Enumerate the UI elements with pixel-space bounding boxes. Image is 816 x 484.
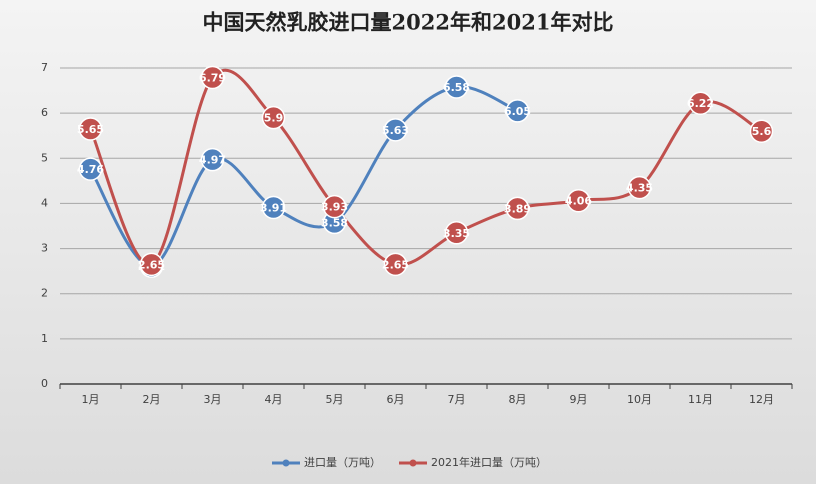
data-label: 5.6 — [752, 125, 772, 138]
data-point — [444, 221, 469, 245]
data-label: 2.65 — [382, 258, 409, 271]
data-point — [505, 196, 530, 221]
x-tick-label: 3月 — [204, 393, 222, 406]
data-label: 5.9 — [264, 112, 284, 125]
data-point — [688, 91, 713, 115]
y-tick-label: 1 — [41, 332, 48, 345]
data-point — [139, 252, 164, 277]
data-label: 5.63 — [382, 124, 409, 137]
data-label: 6.79 — [199, 71, 226, 84]
data-label: 3.89 — [504, 202, 531, 215]
data-label: 5.65 — [77, 123, 104, 136]
x-tick-label: 9月 — [570, 393, 588, 406]
chart-title: 中国天然乳胶进口量2022年和2021年对比 — [203, 10, 614, 35]
y-tick-label: 3 — [41, 242, 48, 255]
x-tick-label: 11月 — [688, 393, 713, 406]
data-label: 4.76 — [77, 163, 104, 176]
data-point — [261, 195, 286, 220]
x-tick-label: 5月 — [326, 393, 344, 406]
y-tick-label: 6 — [41, 106, 48, 119]
data-point — [383, 118, 408, 142]
y-tick-label: 7 — [41, 61, 48, 74]
data-point — [383, 252, 408, 277]
data-point — [627, 175, 652, 200]
data-point — [505, 99, 530, 123]
data-point — [200, 147, 225, 172]
x-tick-label: 7月 — [448, 393, 466, 406]
data-label: 4.35 — [626, 182, 653, 195]
legend-marker — [409, 459, 417, 467]
x-tick-label: 6月 — [387, 393, 405, 406]
data-label: 2.65 — [138, 258, 165, 271]
x-tick-label: 4月 — [265, 393, 283, 406]
y-tick-label: 5 — [41, 151, 48, 164]
x-tick-label: 8月 — [509, 393, 527, 406]
data-label: 6.58 — [443, 81, 470, 94]
data-point — [749, 119, 774, 143]
x-tick-label: 1月 — [82, 393, 100, 406]
y-tick-label: 0 — [41, 377, 48, 390]
legend-label: 2021年进口量（万吨） — [431, 455, 547, 469]
data-label: 4.06 — [565, 195, 592, 208]
data-point — [200, 65, 225, 90]
data-point — [78, 117, 103, 141]
data-point — [566, 188, 591, 213]
data-label: 3.58 — [321, 216, 348, 229]
x-tick-label: 10月 — [627, 393, 652, 406]
data-point — [444, 75, 469, 99]
data-label: 3.91 — [260, 201, 287, 214]
data-label: 6.05 — [504, 105, 531, 118]
y-tick-label: 2 — [41, 287, 48, 300]
data-point — [322, 194, 347, 219]
legend-marker — [282, 459, 290, 467]
data-label: 3.93 — [321, 201, 348, 214]
data-point — [78, 157, 103, 181]
x-tick-label: 2月 — [143, 393, 161, 406]
data-point — [261, 105, 286, 130]
data-label: 3.35 — [443, 227, 470, 240]
y-tick-label: 4 — [41, 196, 48, 209]
legend-label: 进口量（万吨） — [304, 456, 381, 469]
data-label: 6.22 — [687, 97, 714, 110]
data-label: 4.97 — [199, 154, 226, 167]
x-tick-label: 12月 — [749, 393, 774, 406]
